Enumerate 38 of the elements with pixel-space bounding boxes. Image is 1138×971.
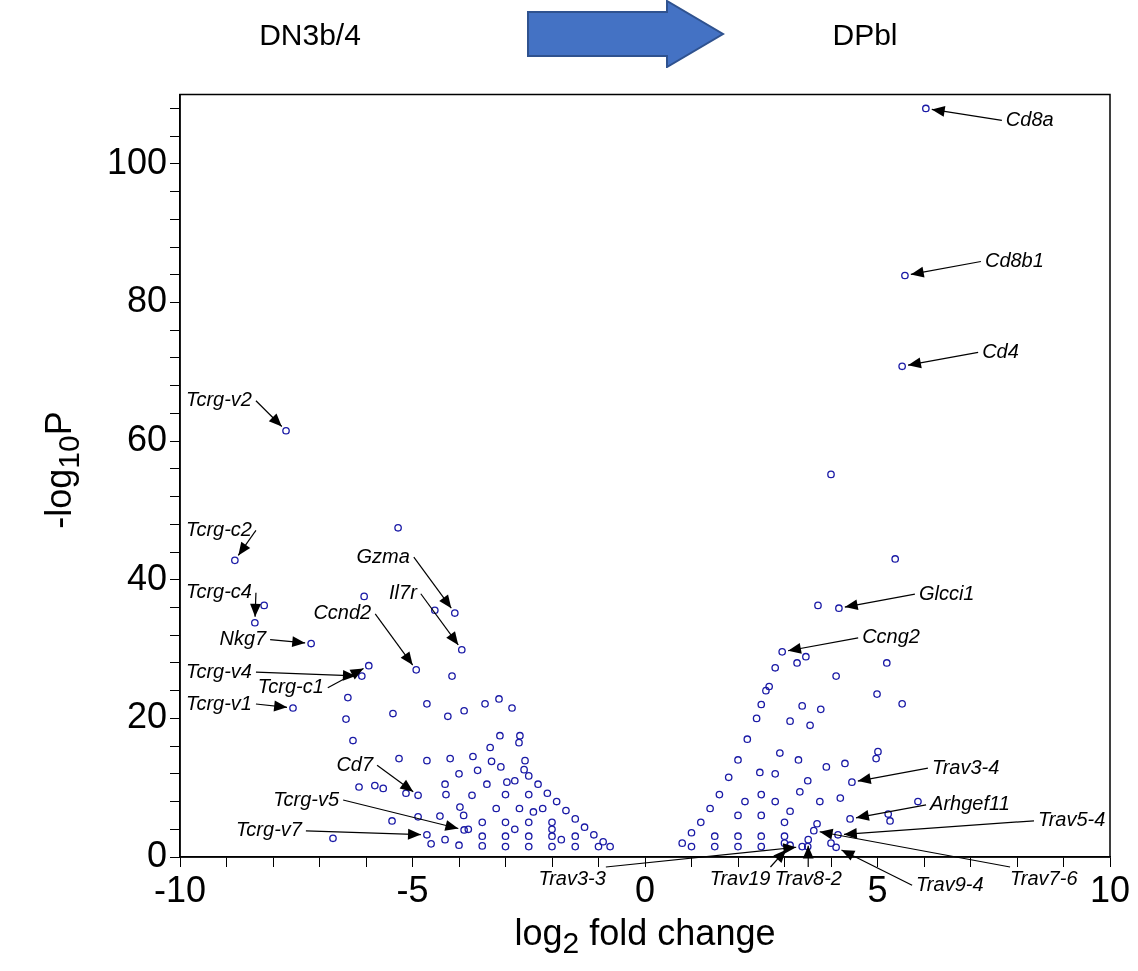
annotation: Tcrg-c2 [186, 517, 252, 540]
annotation: Nkg7 [219, 627, 268, 650]
annotation: Il7r [389, 581, 419, 604]
annotation: Ccng2 [862, 625, 920, 648]
y-tick-label: 60 [126, 418, 167, 460]
annotation: Trav5-4 [1037, 808, 1106, 831]
annotation: Ccnd2 [313, 601, 372, 624]
text: DPbl [832, 18, 898, 52]
annotation: Trav7-6 [1010, 866, 1079, 889]
annotation: Trav9-4 [916, 872, 984, 895]
annotation: Tcrg-c4 [186, 580, 252, 603]
annotation: Tcrg-v5 [273, 787, 340, 810]
annotation: Glcci1 [918, 581, 975, 604]
y-tick-label: 80 [126, 279, 167, 321]
annotation: Cd8a [1005, 108, 1054, 131]
annotation: Tcrg-v7 [235, 818, 303, 841]
annotation: Tcrg-v4 [186, 659, 252, 682]
y-tick-label: 20 [126, 695, 167, 737]
annotation: Trav19 [709, 866, 771, 889]
annotation: Cd4 [982, 339, 1019, 362]
annotation: Trav8-2 [774, 866, 842, 889]
x-axis-title: log$_{2}$ fold change [514, 912, 776, 961]
annotation: Trav3-3 [538, 866, 606, 889]
text: DN3b/4 [259, 18, 361, 52]
annotation: Tcrg-v1 [186, 691, 252, 714]
annotation: Cd8b1 [984, 249, 1044, 272]
annotation: Arhgef11 [929, 792, 1010, 815]
annotation: Tcrg-c1 [257, 675, 324, 698]
y-tick-label: 40 [126, 556, 167, 598]
x-tick-label: -5 [396, 868, 429, 910]
x-tick-label: 10 [1089, 868, 1131, 910]
annotation: Trav3-4 [931, 755, 1000, 778]
annotation: Tcrg-v2 [186, 388, 252, 411]
y-tick-label: 100 [106, 140, 167, 182]
annotation: Gzma [356, 544, 410, 567]
x-tick-label: 0 [634, 868, 656, 910]
x-tick-label: 5 [867, 868, 888, 910]
annotation: Cd7 [336, 752, 374, 775]
